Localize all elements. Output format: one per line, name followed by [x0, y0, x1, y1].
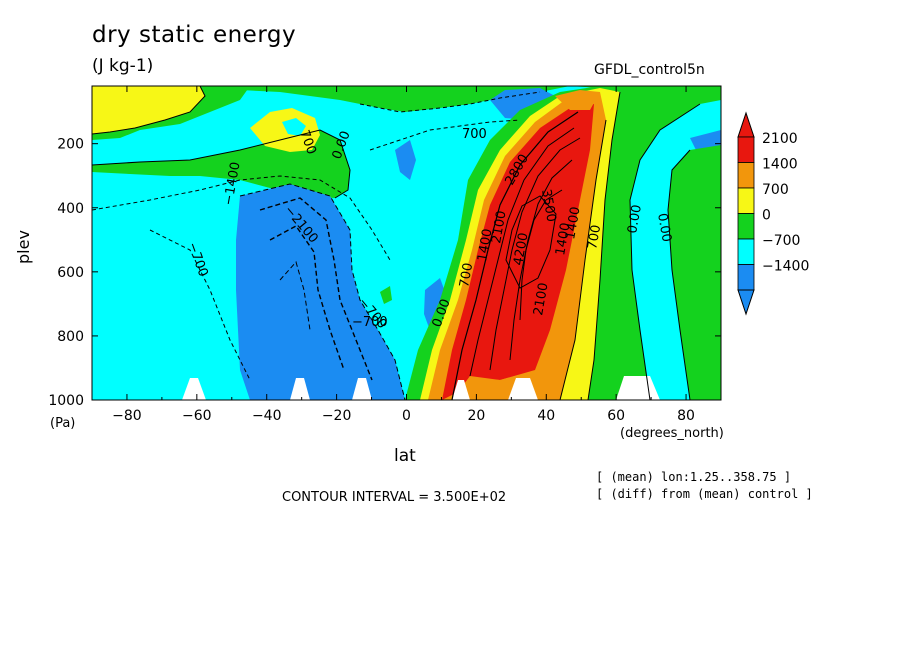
topography-3	[452, 380, 470, 400]
colorbar-label: 1400	[762, 157, 798, 173]
colorbar-swatch	[737, 187, 755, 214]
x-tick-label: 40	[537, 408, 555, 424]
colorbar-bottom-arrow	[737, 289, 755, 316]
contour-interval-label: CONTOUR INTERVAL = 3.500E+02	[282, 490, 507, 505]
fill-region-red-nh	[442, 104, 594, 400]
contour-line-red-4	[509, 159, 573, 361]
contour-lines	[92, 86, 701, 400]
contour-label: 3500	[538, 188, 559, 223]
contour-line-sh-blue	[239, 183, 406, 400]
diff-note: [ (diff) from (mean) control ]	[596, 487, 813, 501]
colorbar-swatch	[737, 162, 755, 189]
y-tick-label: 400	[57, 201, 84, 217]
contour-line-upper-dash-2	[369, 119, 521, 151]
contour-line-nh-green-2	[667, 149, 691, 400]
y-tick-label: 800	[57, 329, 84, 345]
colorbar-top-arrow	[737, 111, 755, 138]
units-label: (J kg-1)	[92, 56, 154, 76]
topography-tibet	[508, 378, 538, 400]
x-tick-label: 60	[607, 408, 625, 424]
colorbar-label: 2100	[762, 131, 798, 147]
contour-label: 4200	[511, 231, 532, 266]
contour-line-sh-blue-4	[279, 260, 311, 331]
colorbar-legend: 2100 1400 700 0 −700 −1400	[737, 111, 809, 316]
contour-label: 0.00	[625, 204, 645, 235]
mean-note: [ (mean) lon:1.25..358.75 ]	[596, 470, 792, 484]
x-axis-unit: (degrees_north)	[620, 426, 724, 441]
x-tick-label: −40	[252, 408, 282, 424]
contour-label: 700	[462, 127, 487, 142]
x-tick-label: −20	[322, 408, 352, 424]
contour-line-upper-dash	[359, 91, 541, 113]
colorbar-label: 0	[762, 208, 771, 224]
contour-label: 1400	[563, 205, 584, 240]
contour-line-sh-cyan-2	[149, 229, 251, 381]
contour-line-sh-cyan	[92, 175, 391, 261]
fill-region-green-island	[380, 286, 392, 304]
contour-line-nh-yellow	[587, 91, 621, 400]
contour-label: 700	[585, 224, 604, 251]
fill-region-yellow-upper-left	[92, 86, 205, 134]
contour-label: −700	[352, 315, 388, 330]
contour-line-upper-yellow	[92, 86, 206, 135]
contour-line-red-3	[489, 137, 581, 371]
contour-label: 2100	[531, 281, 552, 316]
fill-region-yellow-pocket	[250, 108, 320, 152]
topography-andes	[182, 378, 206, 400]
fill-region-green-upper	[92, 86, 721, 112]
contour-line-nh-green	[629, 103, 701, 400]
x-tick-label: 20	[467, 408, 485, 424]
y-tick-label: 1000	[48, 393, 84, 409]
y-axis-title: plev	[14, 230, 33, 264]
y-axis: 200 400 600 800 1000	[48, 137, 721, 409]
topography-1	[290, 378, 310, 400]
y-axis-unit: (Pa)	[50, 416, 76, 431]
x-tick-label: −60	[182, 408, 212, 424]
colorbar-swatch	[737, 264, 755, 291]
colorbar-label: −1400	[762, 259, 809, 275]
fill-region-blue-south	[236, 184, 405, 400]
contour-line-sh-blue-3	[269, 225, 345, 371]
fill-region-orange-upper	[555, 90, 600, 110]
dataset-label: GFDL_control5n	[594, 62, 705, 78]
x-axis-title: lat	[394, 446, 416, 466]
chart-title: dry static energy	[92, 22, 297, 48]
contour-line-red-1	[451, 111, 579, 400]
colorbar-swatch	[737, 238, 755, 265]
x-axis: −80 −60 −40 −20 0 20 40 60 80	[91, 86, 722, 424]
contour-line-red-2	[469, 127, 575, 377]
contour-label: 2100	[489, 209, 510, 244]
contour-line-sh-blue-2	[259, 197, 373, 381]
contour-line-red-6	[505, 195, 557, 289]
colorbar-label: −700	[762, 233, 800, 249]
contour-label: 1400	[553, 221, 574, 256]
contour-label: 700	[457, 262, 476, 289]
fill-region-cyan-pocket	[282, 118, 306, 136]
topography-2	[352, 378, 372, 400]
fill-region-blue-trop	[395, 140, 416, 180]
x-tick-label: 0	[402, 408, 411, 424]
contour-fill-field	[92, 86, 721, 400]
colorbar-label: 700	[762, 182, 789, 198]
y-tick-label: 600	[57, 265, 84, 281]
contour-label: 1400	[475, 227, 496, 262]
x-tick-label: 80	[677, 408, 695, 424]
contour-line-upper-green	[92, 129, 351, 199]
contour-label: 0.00	[654, 212, 674, 243]
y-tick-label: 200	[57, 137, 84, 153]
colorbar-swatch	[737, 213, 755, 240]
x-tick-label: −80	[112, 408, 142, 424]
colorbar-swatch	[737, 136, 755, 163]
contour-line-nh-orange	[559, 119, 607, 400]
